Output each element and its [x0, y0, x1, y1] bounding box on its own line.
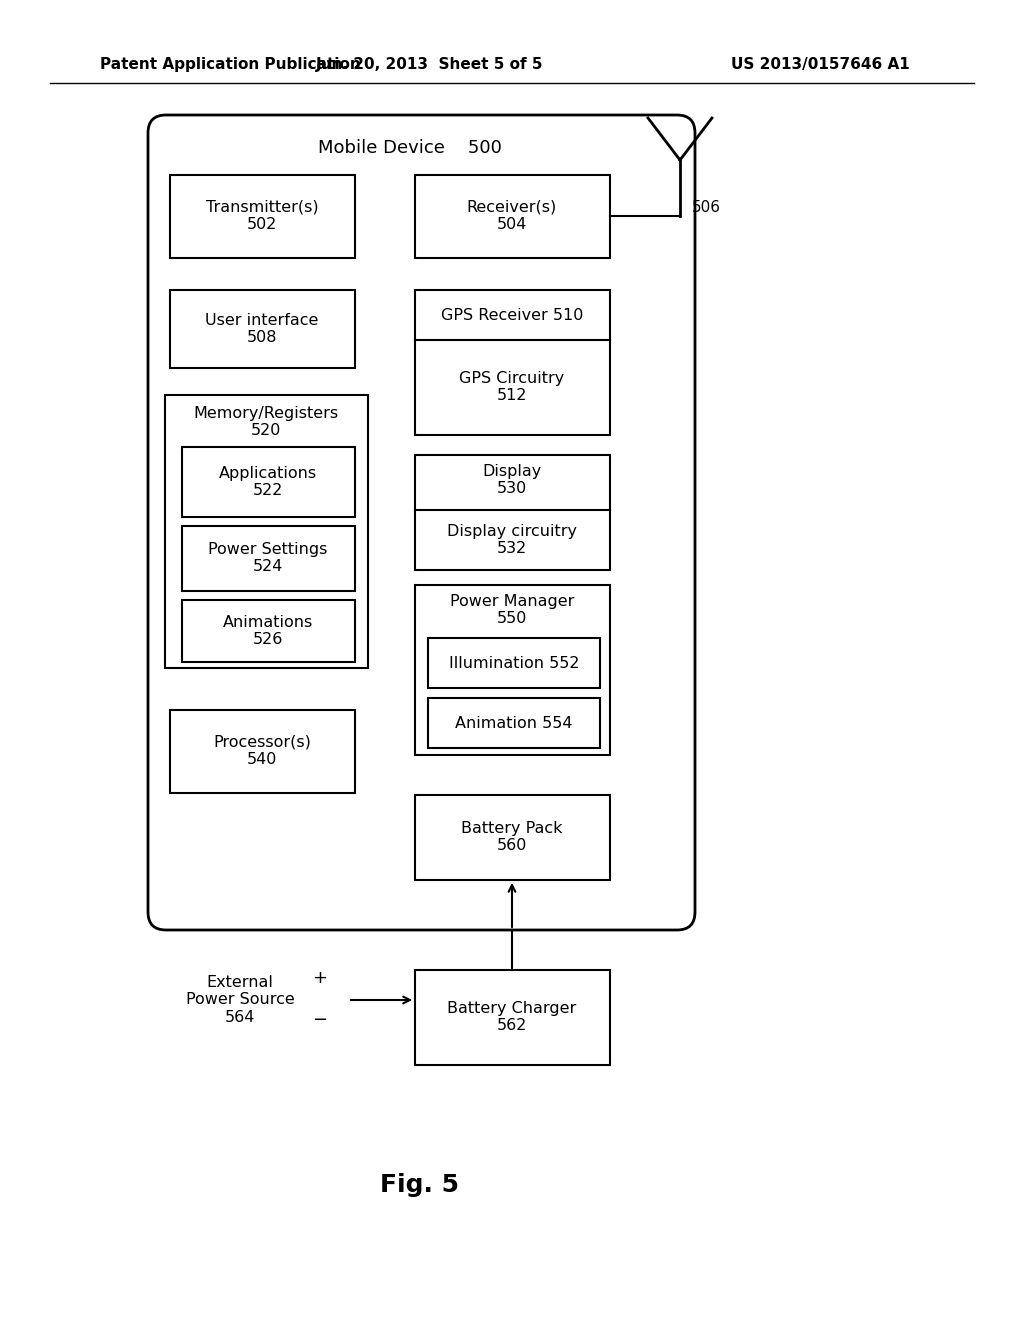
Bar [170, 176, 355, 257]
Text: Patent Application Publication: Patent Application Publication [100, 58, 360, 73]
Bar [182, 447, 355, 517]
FancyBboxPatch shape [148, 115, 695, 931]
Bar [415, 176, 610, 257]
Text: Fig. 5: Fig. 5 [381, 1173, 460, 1197]
Text: Receiver(s)
504: Receiver(s) 504 [467, 199, 557, 232]
Bar [415, 290, 610, 436]
Text: GPS Circuitry
512: GPS Circuitry 512 [460, 371, 564, 403]
Text: Memory/Registers
520: Memory/Registers 520 [194, 405, 339, 438]
Bar [170, 710, 355, 793]
Text: Illumination 552: Illumination 552 [449, 656, 580, 671]
Bar [415, 795, 610, 880]
Text: US 2013/0157646 A1: US 2013/0157646 A1 [731, 58, 909, 73]
Text: Animation 554: Animation 554 [456, 715, 572, 730]
Bar [415, 585, 610, 755]
Text: Display
530: Display 530 [482, 463, 542, 496]
Text: External
Power Source
564: External Power Source 564 [185, 975, 294, 1024]
Text: Mobile Device    500: Mobile Device 500 [318, 139, 502, 157]
Text: Animations
526: Animations 526 [223, 615, 313, 647]
Text: Battery Charger
562: Battery Charger 562 [447, 1001, 577, 1034]
Text: Display circuitry
532: Display circuitry 532 [447, 524, 577, 556]
Text: Applications
522: Applications 522 [219, 466, 317, 498]
Bar [182, 601, 355, 663]
Bar [165, 395, 368, 668]
Text: Power Manager
550: Power Manager 550 [450, 594, 574, 626]
Text: Jun. 20, 2013  Sheet 5 of 5: Jun. 20, 2013 Sheet 5 of 5 [316, 58, 544, 73]
Text: Power Settings
524: Power Settings 524 [208, 541, 328, 574]
Text: Transmitter(s)
502: Transmitter(s) 502 [206, 199, 318, 232]
Bar [415, 970, 610, 1065]
Text: User interface
508: User interface 508 [206, 313, 318, 346]
Text: +: + [312, 969, 328, 987]
Bar [182, 525, 355, 591]
Text: Battery Pack
560: Battery Pack 560 [461, 821, 563, 853]
Text: 506: 506 [692, 199, 721, 214]
Text: Processor(s)
540: Processor(s) 540 [213, 735, 311, 767]
Bar [170, 290, 355, 368]
Bar [428, 638, 600, 688]
Text: GPS Receiver 510: GPS Receiver 510 [440, 309, 584, 323]
Text: −: − [312, 1011, 328, 1030]
Bar [415, 455, 610, 570]
Bar [428, 698, 600, 748]
